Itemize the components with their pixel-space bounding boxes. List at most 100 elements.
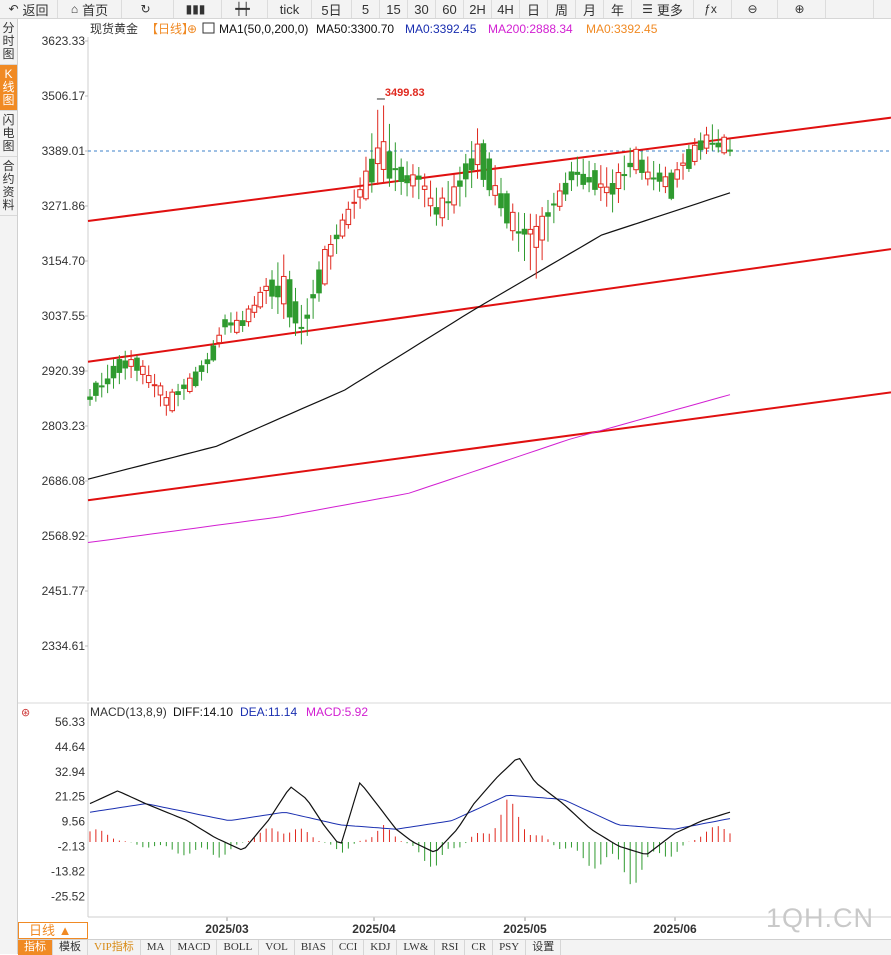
candle-body <box>357 189 363 198</box>
candle-body <box>709 142 716 145</box>
candle-body <box>509 211 516 232</box>
ma50-line <box>87 192 731 480</box>
indicator-tab-4[interactable]: MACD <box>171 940 218 955</box>
toolbar-item-15[interactable]: 月 <box>576 0 604 18</box>
indicator-tab-3[interactable]: MA <box>141 940 172 955</box>
toolbar-item-18[interactable]: ƒx <box>694 0 732 18</box>
candle-body <box>568 171 575 181</box>
indicator-tab-12[interactable]: CR <box>465 940 494 955</box>
candle-body <box>327 243 334 257</box>
toolbar-item-10[interactable]: 60 <box>436 0 464 18</box>
candle-body <box>275 285 281 298</box>
refresh-icon: ↻ <box>140 2 151 16</box>
toolbar-item-11[interactable]: 2H <box>464 0 492 18</box>
candle-body <box>603 186 610 194</box>
indicator-tab-13[interactable]: PSY <box>493 940 527 955</box>
candle-body <box>233 319 240 333</box>
indicator-tab-1[interactable]: 模板 <box>53 940 88 955</box>
indicator-tab-9[interactable]: KDJ <box>364 940 398 955</box>
kline-chart: 3623.33 3506.17 3389.01 3271.86 3154.70 3037.… <box>18 21 891 936</box>
candle-body <box>310 294 316 299</box>
indicator-icon <box>202 22 215 34</box>
candle-body <box>533 225 540 248</box>
toolbar-label: 2H <box>469 1 486 17</box>
candle-body <box>122 360 129 369</box>
macd-legend-item: DEA:11.14 <box>240 705 297 719</box>
toolbar-item-14[interactable]: 周 <box>548 0 576 18</box>
toolbar-item-4[interactable]: ┿┿ <box>222 0 268 18</box>
toolbar-item-1[interactable]: ⌂ 首页 <box>58 0 122 18</box>
candle-body <box>228 322 234 326</box>
candle-body <box>280 275 287 305</box>
indicator-tab-0[interactable]: 指标 <box>18 940 53 955</box>
candle-body <box>551 203 557 206</box>
toolbar-item-17[interactable]: ☰ 更多 <box>632 0 694 18</box>
candle-body <box>363 170 369 200</box>
candle-body <box>140 365 146 375</box>
toolbar-label: 年 <box>610 2 624 18</box>
nav-tab-3[interactable]: 合约资料 <box>0 157 17 216</box>
zoom-out-icon: ⊖ <box>747 2 758 16</box>
candle-body <box>433 207 440 215</box>
toolbar-label: tick <box>279 1 300 17</box>
bar-chart-icon: ▮▮▮ <box>185 2 206 16</box>
indicator-tab-7[interactable]: BIAS <box>295 940 333 955</box>
main-legend-item: MA1(50,0,200,0) <box>219 22 308 36</box>
candle-body <box>427 197 434 207</box>
toolbar-item-9[interactable]: 30 <box>408 0 436 18</box>
price-tick-label: 3506.17 <box>42 89 86 103</box>
candle-body <box>87 396 93 400</box>
toolbar-item-21[interactable] <box>826 0 874 18</box>
indicator-tab-11[interactable]: RSI <box>435 940 466 955</box>
candle-body <box>269 279 275 297</box>
watermark: 1QH.CN <box>766 903 875 933</box>
toolbar-item-6[interactable]: 5日 <box>312 0 352 18</box>
candle-body <box>504 193 510 224</box>
candle-body <box>474 143 481 166</box>
macd-tick-label: 21.25 <box>55 790 85 804</box>
candle-body <box>181 384 187 389</box>
candle-body <box>251 304 258 313</box>
price-tick-label: 2451.77 <box>42 584 86 598</box>
toolbar-item-7[interactable]: 5 <box>352 0 380 18</box>
nav-tab-0[interactable]: 分时图 <box>0 19 17 65</box>
home-icon: ⌂ <box>70 2 79 16</box>
toolbar-item-16[interactable]: 年 <box>604 0 632 18</box>
candle-body <box>721 136 727 154</box>
candle-body <box>662 176 669 188</box>
indicator-tab-6[interactable]: VOL <box>259 940 295 955</box>
macd-tick-label: 56.33 <box>55 715 85 729</box>
toolbar-item-3[interactable]: ▮▮▮ <box>174 0 222 18</box>
toolbar-item-2[interactable]: ↻ <box>122 0 174 18</box>
toolbar-label: 首页 <box>82 2 109 18</box>
toolbar-item-20[interactable]: ⊕ <box>778 0 826 18</box>
period-button[interactable]: 日线 ▲ <box>18 922 88 939</box>
candle-body <box>592 170 598 190</box>
toolbar-item-8[interactable]: 15 <box>380 0 408 18</box>
candle-body <box>369 158 375 183</box>
price-tick-label: 2920.39 <box>42 364 86 378</box>
candle-body <box>574 171 581 175</box>
candle-body <box>621 174 628 177</box>
ma200-line <box>87 394 731 543</box>
candle-body <box>286 279 293 318</box>
indicator-tab-10[interactable]: LW& <box>397 940 436 955</box>
candle-body <box>298 326 305 329</box>
toolbar-item-12[interactable]: 4H <box>492 0 520 18</box>
nav-tab-2[interactable]: 闪电图 <box>0 111 17 157</box>
main-legend-item: 现货黄金 <box>90 21 138 36</box>
toolbar-item-5[interactable]: tick <box>268 0 312 18</box>
indicator-tab-8[interactable]: CCI <box>333 940 365 955</box>
candle-body <box>322 249 328 285</box>
indicator-tab-5[interactable]: BOLL <box>217 940 260 955</box>
indicator-tab-2[interactable]: VIP指标 <box>88 940 141 955</box>
dea-line <box>89 794 731 830</box>
x-tick-label: 2025/03 <box>205 922 249 936</box>
indicator-tab-14[interactable]: 设置 <box>526 940 562 955</box>
toolbar-item-0[interactable]: ↶ 返回 <box>0 0 58 18</box>
x-tick-label: 2025/06 <box>653 922 697 936</box>
toolbar-item-13[interactable]: 日 <box>520 0 548 18</box>
toolbar-item-19[interactable]: ⊖ <box>732 0 778 18</box>
candle-body <box>498 193 504 209</box>
